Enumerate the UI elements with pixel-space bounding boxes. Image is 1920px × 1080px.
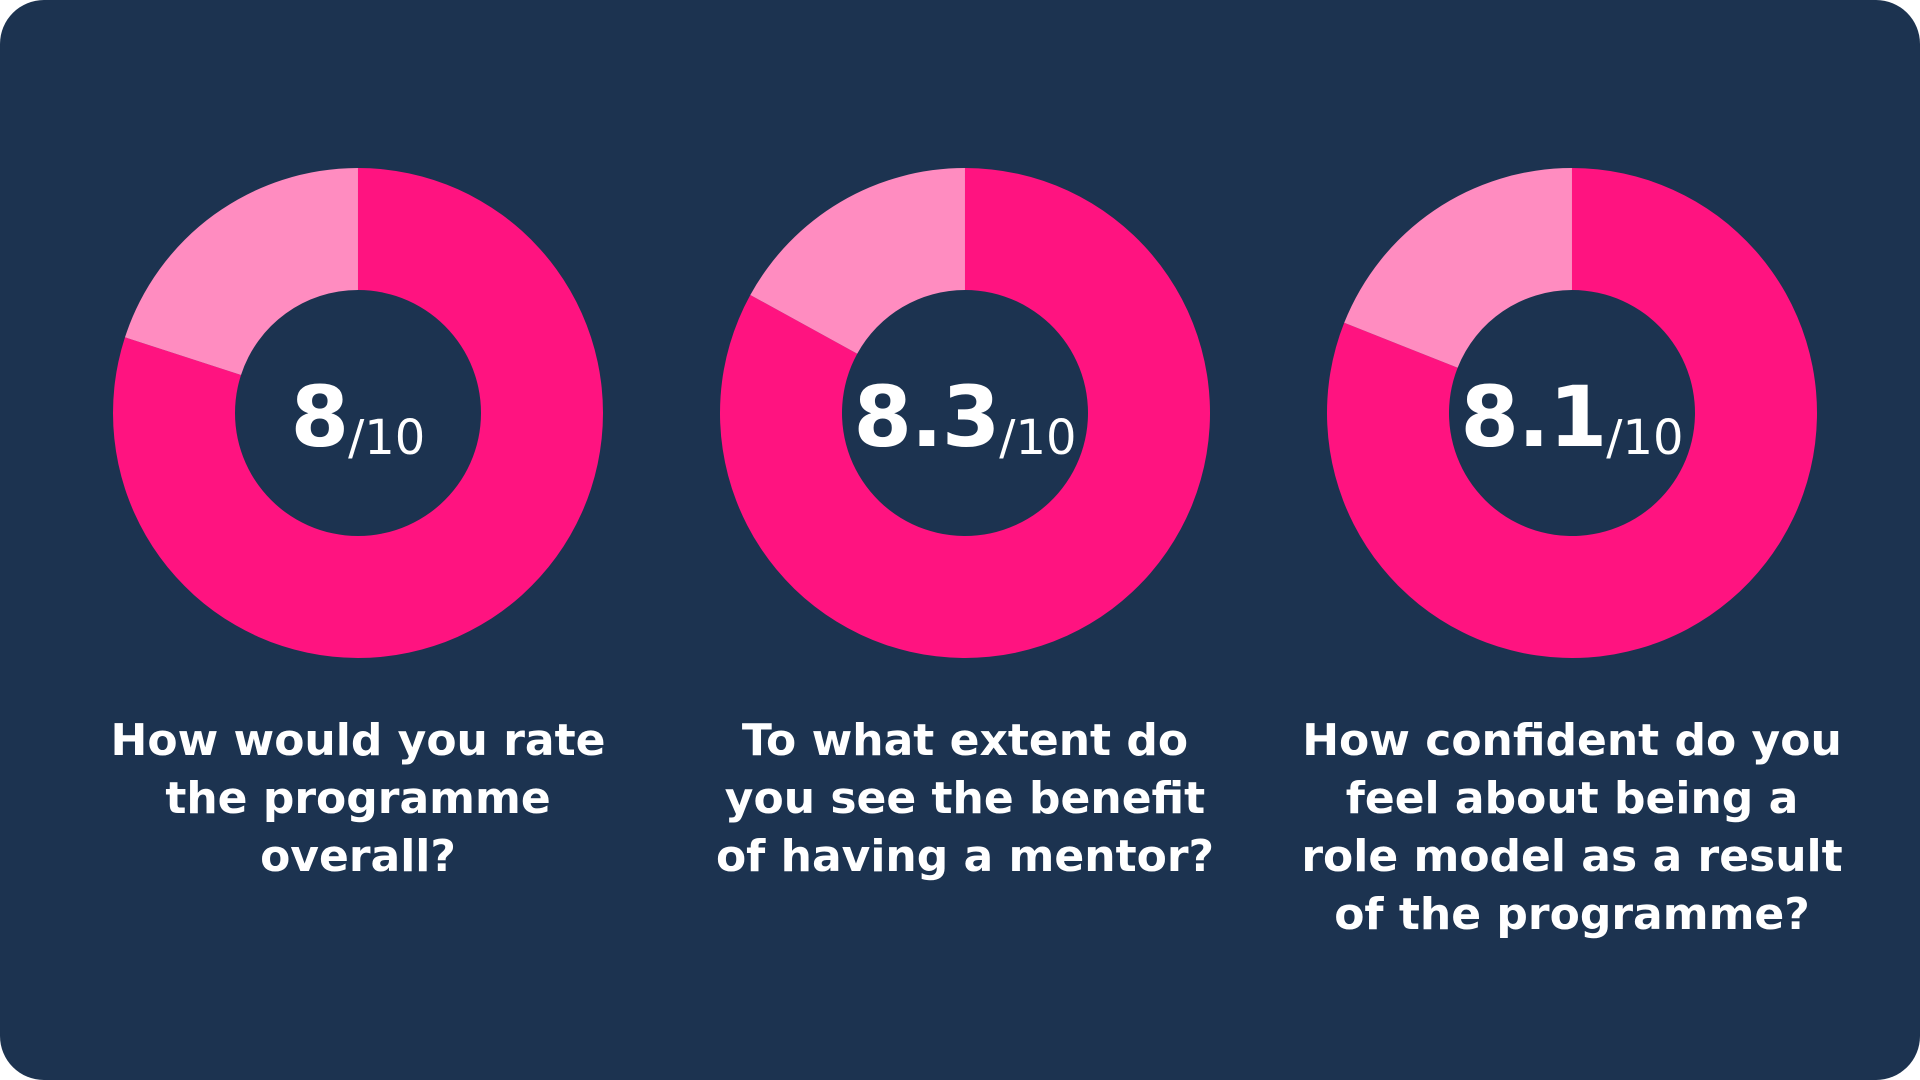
question-line: you see the benefit <box>724 773 1206 824</box>
score-card-mentor-benefit: 8.3/10 To what extent do you see the ben… <box>685 0 1245 1080</box>
score-readout: 8/10 <box>78 368 638 466</box>
score-card-role-model-confidence: 8.1/10 How confident do you feel about b… <box>1292 0 1852 1080</box>
question-line: To what extent do <box>741 715 1189 766</box>
score-max: /10 <box>1606 410 1684 466</box>
score-readout: 8.1/10 <box>1292 368 1852 466</box>
score-value: 8.1 <box>1460 368 1607 466</box>
score-max: /10 <box>348 410 426 466</box>
score-card-programme-rating: 8/10 How would you rate the programme ov… <box>78 0 638 1080</box>
question-text: To what extent do you see the benefit of… <box>685 712 1245 886</box>
score-readout: 8.3/10 <box>685 368 1245 466</box>
question-text: How would you rate the programme overall… <box>78 712 638 886</box>
question-text: How confident do you feel about being a … <box>1292 712 1852 944</box>
question-line: of having a mentor? <box>715 831 1215 882</box>
donut-chart <box>113 168 603 658</box>
donut-slice-score <box>1327 168 1817 658</box>
donut-slice-score <box>720 168 1210 658</box>
score-max: /10 <box>999 410 1077 466</box>
donut-slice-remainder <box>124 168 358 375</box>
donut-slice-remainder <box>750 168 965 354</box>
score-value: 8 <box>290 368 349 466</box>
donut-chart <box>1327 168 1817 658</box>
donut-chart <box>720 168 1210 658</box>
question-line: How confident do you <box>1302 715 1842 766</box>
donut-slice-remainder <box>1344 168 1572 368</box>
donut-slice-score <box>113 168 603 658</box>
question-line: overall? <box>260 831 456 882</box>
question-line: feel about being a <box>1345 773 1799 824</box>
question-line: of the programme? <box>1334 889 1810 940</box>
score-value: 8.3 <box>853 368 1000 466</box>
question-line: the programme <box>165 773 551 824</box>
question-line: How would you rate <box>110 715 606 766</box>
question-line: role model as a result <box>1301 831 1843 882</box>
